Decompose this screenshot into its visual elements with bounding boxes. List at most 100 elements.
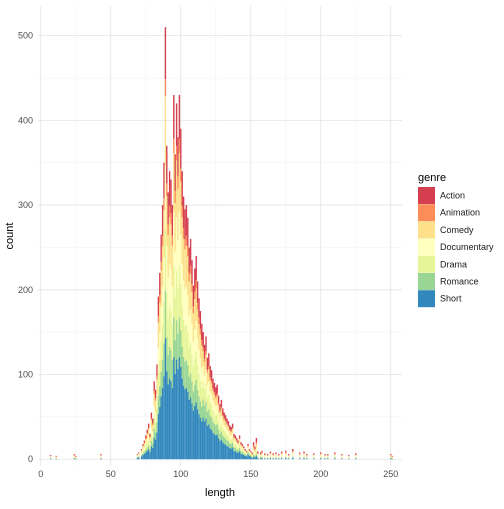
bar-segment-short [218,438,219,459]
bar-segment-animation [144,443,145,444]
bar-segment-action [194,269,195,292]
bar-segment-romance [229,443,230,448]
bar-segment-animation [196,280,197,288]
bar-segment-short [222,442,223,459]
bar-segment-comedy [190,274,191,309]
bar-segment-romance [190,373,191,397]
bar-segment-drama [267,457,268,458]
legend-swatch-animation [418,204,435,221]
bar-segment-comedy [273,455,274,456]
bar-segment-animation [191,284,192,292]
bar-segment-action [303,452,304,454]
bar-segment-short [242,454,243,459]
bar-segment-documentary [215,407,216,416]
bar-segment-animation [273,454,274,455]
bar-segment-documentary [183,281,184,320]
bar-segment-action [224,413,225,419]
bar-segment-drama [229,439,230,444]
bar-segment-documentary [392,457,393,458]
bar-segment-short [177,369,178,459]
bar-segment-comedy [256,444,257,447]
bar-segment-short [261,458,262,459]
bar-segment-drama [273,457,274,458]
bar-segment-drama [212,410,213,421]
bar-segment-action [158,297,159,317]
bar-segment-documentary [243,450,244,452]
bar-segment-romance [155,432,156,440]
bar-segment-drama [207,397,208,411]
bar-segment-documentary [247,448,248,450]
bar-segment-short [144,454,145,459]
bar-segment-documentary [211,394,212,405]
bar-segment-romance [236,449,237,452]
bar-segment-animation [390,455,391,456]
bar-segment-comedy [205,355,206,370]
bar-segment-documentary [179,212,180,267]
bar-segment-documentary [273,456,274,457]
bar-segment-comedy [163,210,164,257]
bar-segment-romance [232,443,233,448]
bar-segment-documentary [324,456,325,457]
bar-segment-action [100,454,101,455]
bar-segment-comedy [240,445,241,447]
bar-segment-drama [232,438,233,443]
bar-segment-drama [270,456,271,457]
bar-segment-romance [197,390,198,410]
bar-segment-romance [246,455,247,456]
bar-segment-romance [245,454,246,455]
bar-segment-drama [187,331,188,365]
bar-segment-short [149,452,150,459]
bar-segment-drama [252,457,253,458]
bar-segment-drama [148,440,149,445]
y-tick-label: 100 [18,370,33,380]
bar-segment-short [172,388,173,459]
bar-segment-animation [170,213,171,224]
bar-segment-comedy [233,438,234,441]
bar-segment-comedy [165,96,166,165]
bar-segment-animation [219,411,220,413]
bar-segment-action [190,239,191,265]
bar-segment-romance [169,347,170,379]
bar-segment-drama [222,428,223,435]
bar-segment-documentary [191,324,192,354]
bar-segment-animation [252,454,253,455]
bar-segment-comedy [194,299,195,329]
bar-segment-drama [186,325,187,361]
bar-segment-romance [324,458,325,459]
bar-segment-documentary [162,286,163,324]
bar-segment-comedy [324,456,325,457]
bar-segment-drama [200,381,201,402]
bar-segment-romance [228,441,229,446]
bar-segment-action [201,324,202,340]
bar-segment-animation [288,455,289,456]
bar-segment-animation [214,392,215,394]
bar-segment-short [142,455,143,459]
bar-segment-action [56,456,57,457]
bar-segment-comedy [155,401,156,412]
bar-segment-animation [215,396,216,398]
bar-segment-romance [204,405,205,421]
bar-segment-documentary [156,395,157,409]
bar-segment-animation [240,444,241,445]
bar-segment-short [264,458,265,459]
bar-segment-drama [162,325,163,361]
bar-segment-action [75,456,76,457]
bar-segment-drama [299,457,300,458]
bar-segment-documentary [245,452,246,453]
bar-segment-comedy [246,452,247,453]
bar-segment-documentary [270,455,271,456]
bar-segment-documentary [231,436,232,440]
bar-segment-animation [204,359,205,362]
bar-segment-romance [327,458,328,459]
bar-segment-action [341,454,342,455]
bar-segment-comedy [261,453,262,454]
bar-segment-short [281,458,282,459]
bar-segment-action [267,454,268,455]
bar-segment-short [189,400,190,459]
bar-segment-romance [247,452,248,454]
bar-segment-action [144,441,145,443]
bar-segment-comedy [169,217,170,263]
bar-segment-animation [267,455,268,456]
bar-segment-short [205,419,206,460]
bar-segment-action [173,95,174,139]
